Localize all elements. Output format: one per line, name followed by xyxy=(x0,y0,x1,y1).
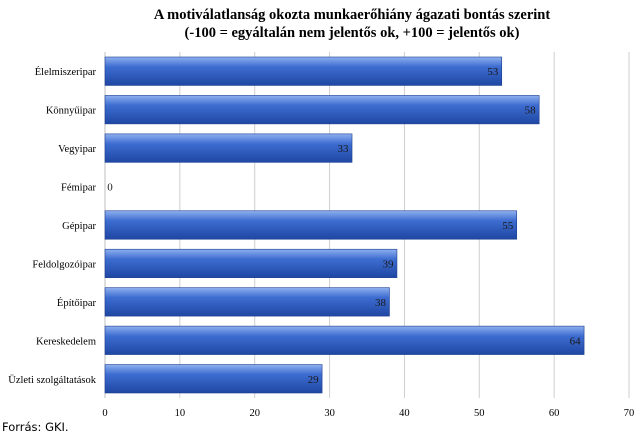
data-label: 39 xyxy=(382,258,394,270)
category-label: Fémipar xyxy=(61,183,96,194)
x-tick-label: 0 xyxy=(102,408,107,419)
data-label: 53 xyxy=(487,66,499,78)
category-labels: Élelmiszeripar Könnyűipar Vegyipar Fémipar G… xyxy=(8,66,97,386)
data-label: 64 xyxy=(570,335,582,347)
category-label: Üzleti szolgáltatások xyxy=(8,374,97,386)
x-tick-label: 70 xyxy=(624,408,635,419)
bars: 53 58 33 0 55 39 38 64 29 xyxy=(104,56,585,394)
chart-title-line-2: (-100 = egyáltalán nem jelentős ok, +100… xyxy=(185,25,520,41)
x-tick-label: 50 xyxy=(474,408,485,419)
bar xyxy=(104,248,398,278)
x-tick-label: 60 xyxy=(549,408,560,419)
data-label: 38 xyxy=(375,297,387,309)
x-tick-label: 10 xyxy=(175,408,186,419)
x-tick-label: 40 xyxy=(399,408,410,419)
bar xyxy=(104,133,353,163)
bar xyxy=(104,95,540,125)
x-axis-ticks: 0 10 20 30 40 50 60 70 xyxy=(102,408,634,419)
bar xyxy=(104,210,518,240)
chart-title-line-1: A motiválatlanság okozta munkaerőhiány á… xyxy=(154,7,551,23)
x-tick-label: 20 xyxy=(249,408,260,419)
data-label: 58 xyxy=(525,105,537,117)
bar xyxy=(104,325,585,355)
bar xyxy=(104,364,323,394)
category-label: Könnyűipar xyxy=(46,106,97,117)
data-label: 0 xyxy=(107,182,113,194)
category-label: Kereskedelem xyxy=(36,336,96,347)
source-note: Forrás: GKI. xyxy=(2,420,69,434)
x-tick-label: 30 xyxy=(324,408,335,419)
category-label: Építőipar xyxy=(57,297,97,309)
data-label: 33 xyxy=(338,143,350,155)
bar xyxy=(104,287,390,317)
data-label: 29 xyxy=(308,374,320,386)
category-label: Gépipar xyxy=(62,221,96,232)
bar xyxy=(104,56,503,86)
category-label: Vegyipar xyxy=(58,144,96,155)
data-label: 55 xyxy=(502,220,514,232)
category-label: Feldolgozóipar xyxy=(32,259,96,270)
category-label: Élelmiszeripar xyxy=(35,66,97,78)
